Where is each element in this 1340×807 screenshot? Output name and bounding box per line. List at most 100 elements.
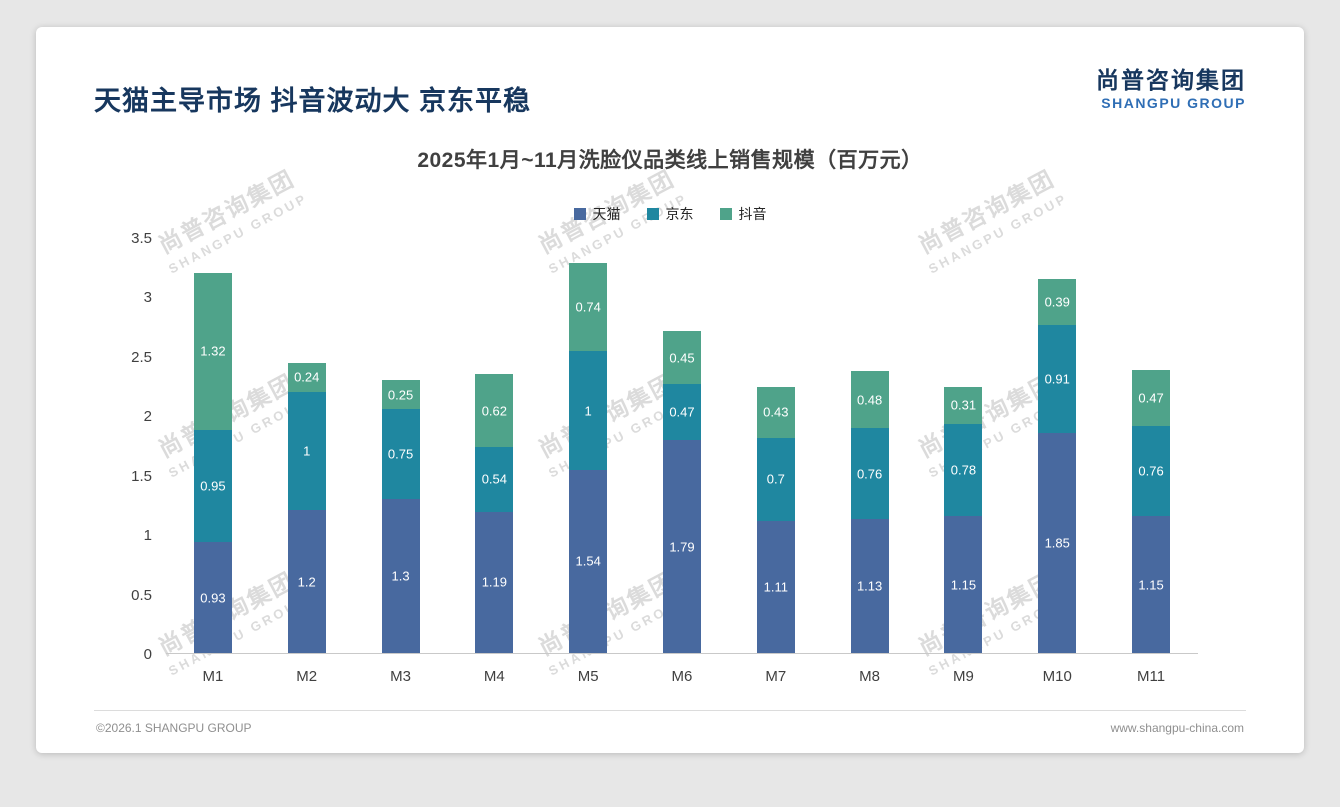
- bar-segment-天猫: 1.2: [287, 510, 326, 653]
- bar-value-label: 1.32: [200, 343, 226, 359]
- bar-stack: 0.93 0.95 1.32: [193, 272, 232, 653]
- bar-segment-天猫: 1.54: [569, 469, 608, 653]
- x-axis-label: M4: [483, 668, 505, 685]
- bar-segment-抖音: 0.62: [475, 373, 514, 448]
- bar-value-label: 0.25: [387, 387, 414, 402]
- bar-stack: 1.19 0.54 0.62: [475, 373, 514, 653]
- bar-stack: 1.54 1 0.74: [569, 263, 608, 653]
- bar-segment-抖音: 0.48: [850, 371, 889, 429]
- y-axis-label: 0.5: [131, 586, 152, 604]
- bar-segment-天猫: 1.13: [850, 518, 889, 653]
- bar-segment-抖音: 0.25: [381, 379, 420, 410]
- bar-value-label: 0.78: [950, 462, 977, 478]
- legend-item: 天猫: [573, 204, 621, 224]
- logo-text-en: SHANGPU GROUP: [1101, 95, 1246, 112]
- copyright-text: ©2026.1 SHANGPU GROUP: [96, 721, 252, 735]
- bar-value-label: 0.74: [575, 299, 601, 315]
- bar-segment-京东: 0.75: [381, 409, 420, 499]
- footer: ©2026.1 SHANGPU GROUP www.shangpu-china.…: [94, 710, 1246, 753]
- bar-segment-京东: 1: [569, 351, 608, 470]
- bar-segment-京东: 0.78: [944, 423, 983, 517]
- bar-segment-天猫: 1.3: [381, 498, 420, 653]
- bar-segment-天猫: 0.93: [193, 542, 232, 653]
- bar-segment-京东: 0.47: [662, 384, 701, 441]
- bar-value-label: 1: [303, 443, 311, 459]
- legend-swatch: [646, 208, 659, 220]
- bar-segment-京东: 0.91: [1038, 324, 1077, 434]
- bar-segment-抖音: 0.74: [569, 263, 608, 352]
- legend-item: 京东: [646, 204, 694, 224]
- bar-value-label: 1.13: [856, 578, 883, 594]
- x-axis-label: M1: [202, 668, 224, 685]
- bar-segment-京东: 0.95: [193, 429, 232, 543]
- bar-value-label: 0.7: [766, 471, 785, 487]
- bar-value-label: 0.39: [1044, 294, 1070, 310]
- legend-swatch: [573, 208, 586, 220]
- bar-segment-天猫: 1.19: [475, 511, 514, 653]
- bar-column: 1.15 0.78 0.31: [917, 386, 1011, 653]
- bar-value-label: 0.31: [950, 397, 977, 413]
- bar-stack: 1.85 0.91 0.39: [1038, 278, 1077, 653]
- legend-swatch: [719, 208, 732, 220]
- bar-value-label: 1: [584, 403, 592, 419]
- bar-value-label: 0.48: [856, 392, 883, 408]
- y-axis-label: 0: [143, 646, 152, 663]
- bar-segment-京东: 1: [287, 391, 326, 511]
- plot-area: 0 0.5 1 1.5 2 2.5 3 3.5 0.93 0.95 1.32 1.2 1 0.24 1.3…: [94, 230, 1246, 663]
- y-axis-label: 3.5: [131, 230, 152, 247]
- x-axis-label: M10: [1042, 668, 1072, 685]
- bar-column: 1.15 0.76 0.47: [1104, 370, 1198, 653]
- company-logo: 尚普咨询集团 SHANGPU GROUP: [1096, 67, 1246, 112]
- bar-column: 1.11 0.7 0.43: [729, 386, 823, 653]
- bar-segment-抖音: 0.31: [944, 386, 983, 424]
- bar-column: 1.2 1 0.24: [260, 363, 354, 653]
- bar-column: 1.79 0.47 0.45: [635, 330, 729, 653]
- legend-label: 天猫: [592, 206, 621, 222]
- bar-value-label: 0.45: [669, 350, 695, 366]
- bars-container: 0.93 0.95 1.32 1.2 1 0.24 1.3 0.75 0.25 1.19 0.54 0…: [166, 238, 1198, 654]
- bar-value-label: 0.62: [481, 403, 507, 419]
- x-axis: M1 M2 M3 M4 M5 M6 M7 M8 M9 M10 M11: [166, 654, 1246, 685]
- x-axis-label: M2: [296, 668, 318, 685]
- x-axis-label: M5: [577, 668, 599, 685]
- bar-segment-抖音: 0.45: [662, 330, 701, 385]
- bar-stack: 1.11 0.7 0.43: [756, 386, 795, 653]
- y-axis-label: 3: [143, 289, 152, 307]
- y-axis-label: 1: [143, 527, 152, 545]
- bar-value-label: 0.76: [1138, 463, 1164, 479]
- bar-value-label: 0.76: [856, 466, 883, 482]
- y-axis-label: 2.5: [131, 348, 152, 366]
- bar-value-label: 1.85: [1044, 535, 1070, 551]
- bar-value-label: 0.54: [481, 471, 507, 487]
- bar-stack: 1.13 0.76 0.48: [850, 371, 889, 653]
- bar-stack: 1.15 0.76 0.47: [1132, 370, 1171, 653]
- bar-segment-天猫: 1.15: [1132, 516, 1171, 653]
- x-axis-label: M7: [765, 668, 787, 685]
- bar-value-label: 1.54: [575, 553, 601, 569]
- page-title: 天猫主导市场 抖音波动大 京东平稳: [94, 86, 532, 116]
- website-text: www.shangpu-china.com: [1110, 721, 1244, 735]
- bar-value-label: 1.79: [669, 539, 695, 555]
- legend-item: 抖音: [719, 204, 767, 224]
- bar-column: 1.19 0.54 0.62: [447, 373, 541, 653]
- bar-segment-京东: 0.54: [475, 447, 514, 512]
- bar-value-label: 0.47: [1138, 390, 1164, 406]
- chart-title: 2025年1月~11月洗脸仪品类线上销售规模（百万元）: [417, 149, 923, 172]
- bar-segment-天猫: 1.15: [944, 516, 983, 653]
- bar-segment-京东: 0.76: [1132, 426, 1171, 517]
- bar-value-label: 0.43: [763, 404, 789, 420]
- bar-segment-抖音: 0.24: [287, 363, 326, 392]
- y-axis-label: 2: [143, 408, 152, 426]
- bar-segment-京东: 0.7: [756, 437, 795, 522]
- bar-segment-天猫: 1.79: [662, 440, 701, 653]
- bar-value-label: 1.3: [391, 568, 410, 584]
- header: 天猫主导市场 抖音波动大 京东平稳 尚普咨询集团 SHANGPU GROUP: [94, 67, 1246, 118]
- bar-value-label: 0.91: [1044, 371, 1070, 387]
- bar-column: 1.3 0.75 0.25: [354, 379, 448, 653]
- bar-value-label: 0.24: [294, 369, 320, 385]
- bar-value-label: 0.75: [387, 446, 414, 462]
- bar-stack: 1.15 0.78 0.31: [944, 386, 983, 653]
- bar-value-label: 1.11: [763, 579, 788, 595]
- chart: 尚普咨询集团 SHANGPU GROUP 尚普咨询集团 SHANGPU GROUP 尚普…: [94, 144, 1246, 685]
- bar-value-label: 1.2: [297, 574, 316, 590]
